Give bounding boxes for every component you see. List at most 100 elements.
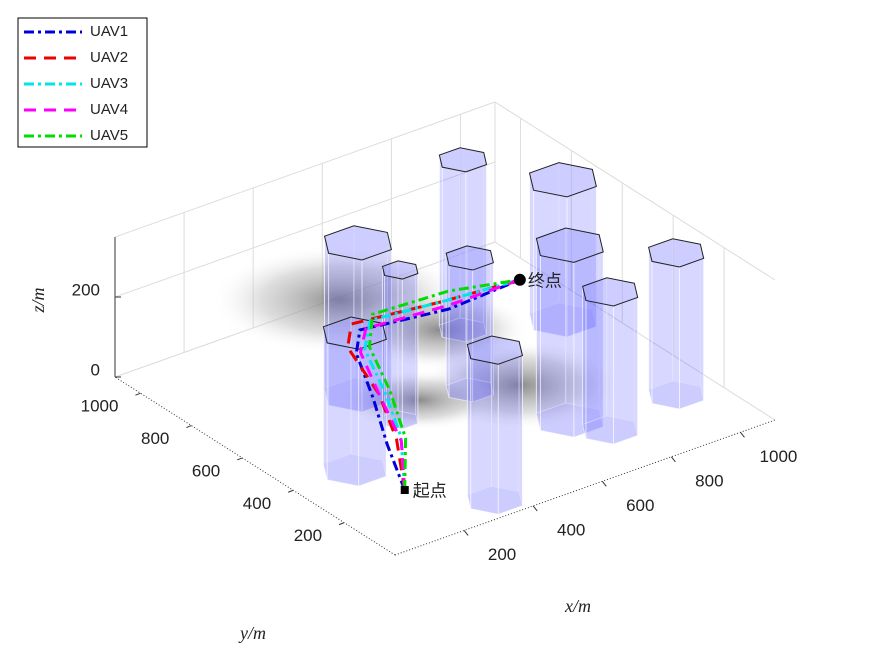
obstacle-face xyxy=(679,258,704,409)
obstacle-face xyxy=(540,255,574,438)
box-edge xyxy=(494,101,776,281)
obstacle-face xyxy=(324,225,354,389)
start-label: 起点 xyxy=(413,481,447,500)
obstacle-face xyxy=(536,228,566,414)
tick-mark xyxy=(601,481,607,487)
uav-path xyxy=(354,278,521,491)
legend-label: UAV4 xyxy=(90,101,128,118)
z-tick-label: 0 xyxy=(91,360,100,379)
obstacle-face xyxy=(328,253,363,412)
obstacle-face xyxy=(533,190,568,337)
obstacle-face xyxy=(529,173,534,331)
tick-mark xyxy=(740,431,745,438)
legend-label: UAV5 xyxy=(90,127,128,144)
obstacle xyxy=(535,227,604,438)
obstacle-face xyxy=(651,261,680,409)
obstacle xyxy=(323,225,392,413)
uav-path xyxy=(358,278,521,491)
legend-label: UAV1 xyxy=(90,23,128,40)
x-axis-line xyxy=(394,419,776,556)
obstacle-face xyxy=(470,358,499,515)
obstacle-top xyxy=(582,277,639,307)
obstacle-face xyxy=(327,342,359,487)
obstacle-face xyxy=(592,169,597,327)
obstacle-face xyxy=(700,244,704,401)
obstacle-top xyxy=(438,147,488,173)
y-tick-label: 400 xyxy=(243,494,271,513)
obstacle-face xyxy=(446,253,450,398)
obstacle-face xyxy=(472,262,494,403)
obstacle xyxy=(528,162,597,338)
obstacle-face xyxy=(439,155,443,338)
box-edge xyxy=(114,101,496,238)
obstacle-face xyxy=(582,277,607,425)
obstacle xyxy=(322,316,387,487)
obstacle-face xyxy=(382,323,387,477)
obstacle-face xyxy=(613,297,638,444)
y-tick-label: 1000 xyxy=(81,397,119,416)
y-axis-label: y/m xyxy=(238,623,266,643)
tick-mark xyxy=(532,505,538,512)
start-marker xyxy=(400,485,409,494)
y-axis-line xyxy=(114,376,396,556)
obstacle-face xyxy=(585,300,614,444)
obstacle-face xyxy=(648,247,652,404)
x-tick-label: 400 xyxy=(557,520,585,539)
obstacle-face xyxy=(442,167,466,342)
tick-mark xyxy=(237,457,243,461)
obstacle-face xyxy=(439,147,461,326)
obstacle-top xyxy=(466,335,524,365)
uav-path xyxy=(367,278,521,491)
obstacle-face xyxy=(358,339,387,487)
paths: 起点 终点 xyxy=(346,271,562,500)
obstacle-top xyxy=(648,238,705,268)
obstacles xyxy=(322,147,705,515)
obstacle-face xyxy=(446,245,467,386)
y-tick-label: 200 xyxy=(294,526,322,545)
obstacle xyxy=(582,277,639,445)
obstacle-top xyxy=(535,227,604,263)
obstacle-face xyxy=(634,283,638,436)
obstacle-face xyxy=(573,251,604,438)
obstacle-face xyxy=(323,326,328,480)
obstacle-face xyxy=(519,341,523,506)
end-label: 终点 xyxy=(528,271,562,290)
x-axis-label: x/m xyxy=(564,596,591,616)
obstacle-face xyxy=(402,273,418,430)
obstacle xyxy=(648,238,705,410)
box-edge xyxy=(494,241,776,421)
obstacle-face xyxy=(582,286,586,439)
legend-label: UAV3 xyxy=(90,75,128,92)
tick-mark xyxy=(463,530,469,536)
obstacle xyxy=(466,335,524,515)
obstacle-face xyxy=(648,238,673,390)
obstacle-top xyxy=(323,225,392,261)
obstacle-face xyxy=(415,264,418,424)
x-tick-label: 800 xyxy=(695,471,723,490)
obstacle-top xyxy=(528,162,597,198)
obstacle-face xyxy=(467,344,471,509)
obstacle-top xyxy=(445,245,494,271)
obstacle-face xyxy=(467,335,492,495)
legend: UAV1 UAV2 UAV3 UAV4 UAV5 xyxy=(17,17,148,148)
z-axis-label: z/m xyxy=(28,287,48,313)
uav-path xyxy=(363,278,521,491)
obstacle-face xyxy=(536,238,541,431)
grid-line xyxy=(114,161,496,298)
tick-mark xyxy=(338,522,345,526)
obstacle-face xyxy=(387,232,392,402)
uav-path xyxy=(346,278,521,491)
end-marker xyxy=(513,273,526,286)
tick-mark xyxy=(287,489,294,493)
obstacle-face xyxy=(498,355,523,515)
y-tick-label: 600 xyxy=(192,461,220,480)
x-tick-label: 200 xyxy=(488,545,516,564)
x-tick-label: 1000 xyxy=(760,447,798,466)
z-tick-label: 200 xyxy=(72,280,100,299)
obstacle-face xyxy=(323,316,352,464)
legend-label: UAV2 xyxy=(90,49,128,66)
tick-mark xyxy=(670,456,676,463)
y-tick-label: 800 xyxy=(141,429,169,448)
obstacle-top xyxy=(381,260,419,280)
